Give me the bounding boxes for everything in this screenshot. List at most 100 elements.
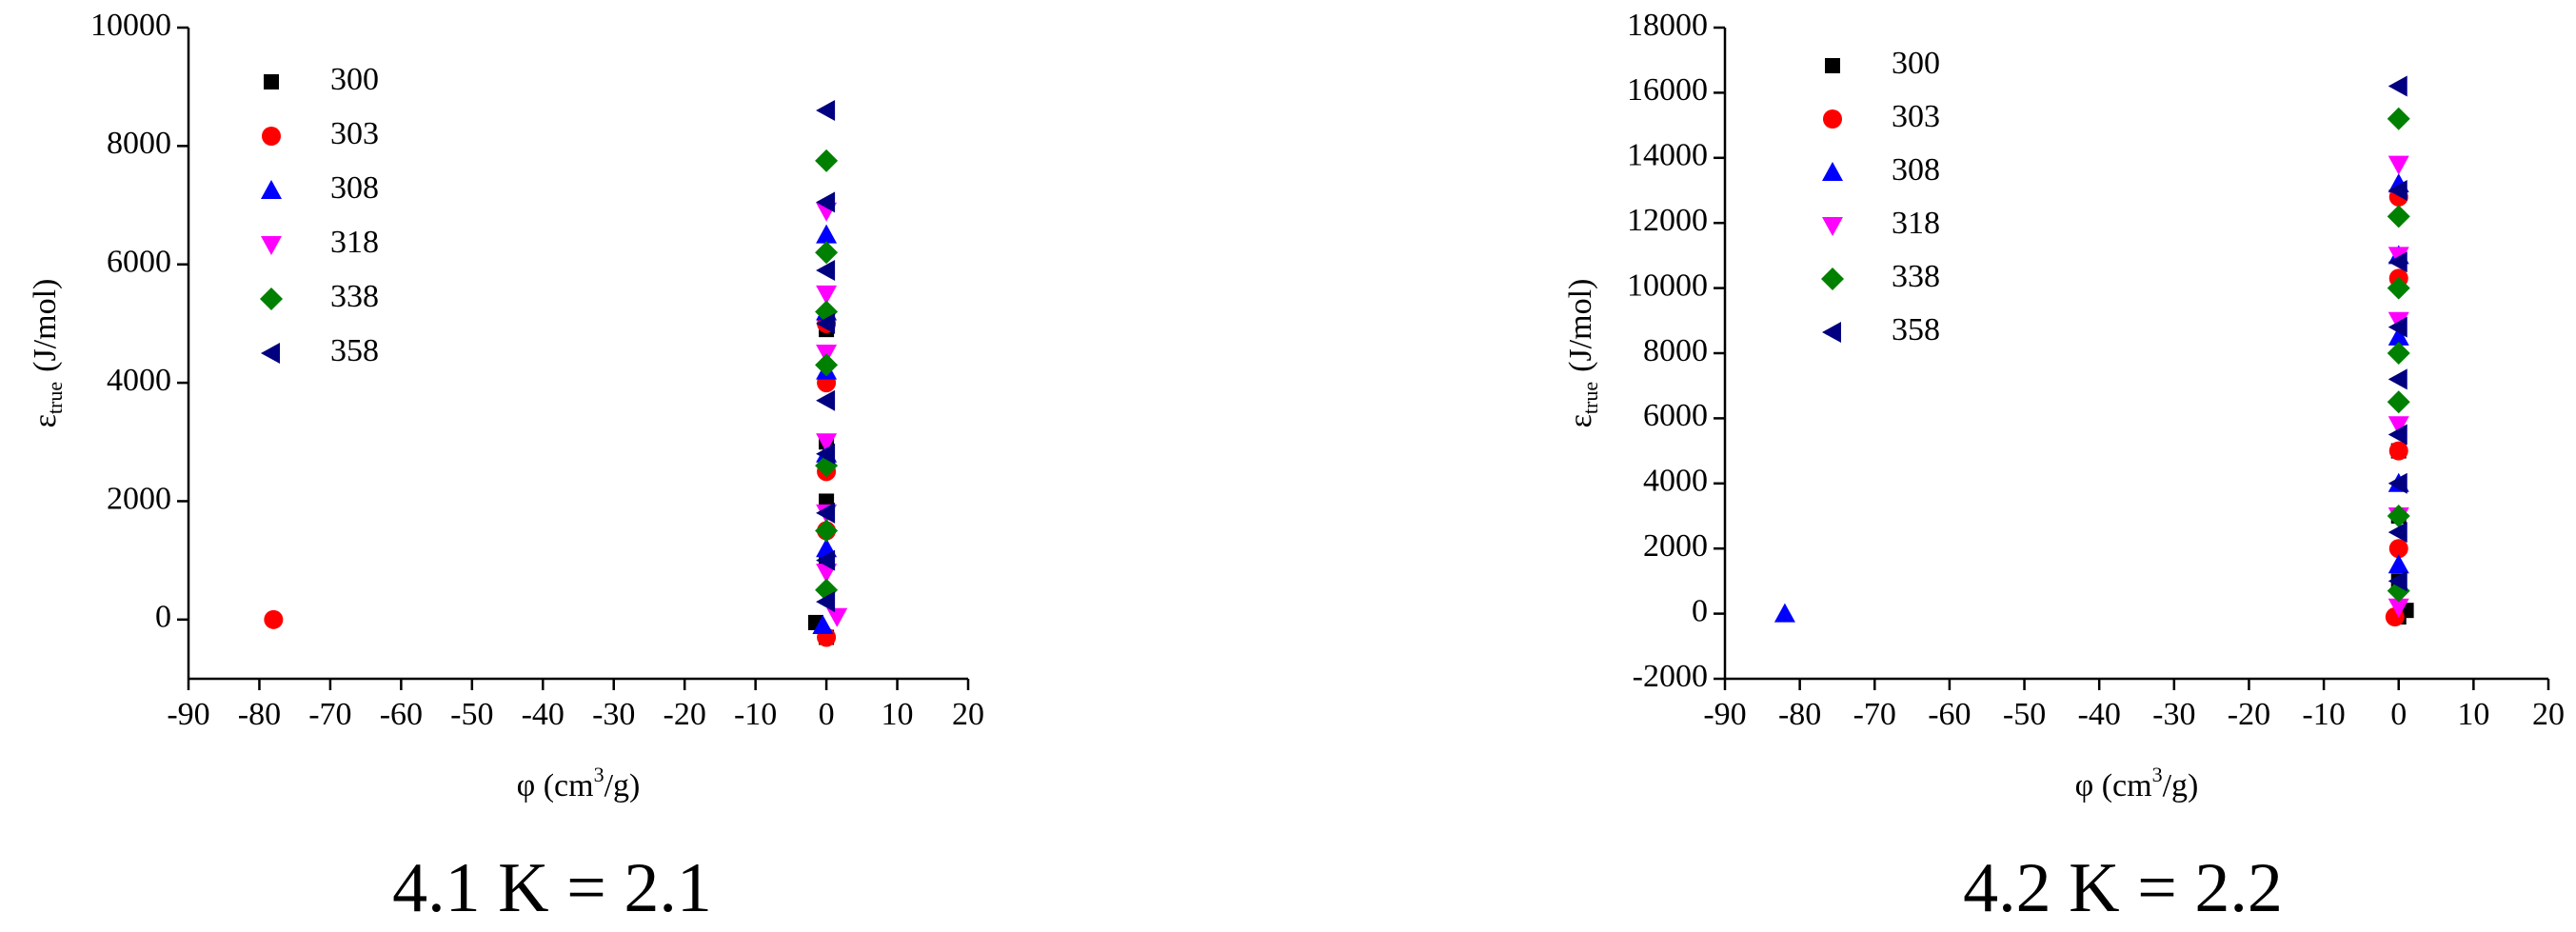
y-tick-label: 16000 — [1627, 72, 1708, 108]
marker — [2387, 205, 2410, 228]
y-label-sub: true — [1578, 382, 1602, 414]
x-label-end: /g) — [604, 768, 641, 803]
marker — [2388, 316, 2408, 338]
marker — [2388, 539, 2408, 559]
marker — [2388, 416, 2409, 436]
marker — [2388, 522, 2408, 544]
y-label-main: ε — [28, 414, 63, 427]
marker — [815, 149, 839, 172]
caption: 4.2 K = 2.2 — [1963, 849, 2283, 927]
marker — [2388, 326, 2409, 346]
marker — [815, 353, 839, 377]
marker — [816, 224, 838, 244]
x-tick-label: -50 — [2003, 697, 2046, 732]
x-tick-label: 20 — [2532, 697, 2565, 732]
y-tick-label: 2000 — [107, 481, 171, 516]
marker — [264, 609, 284, 629]
marker — [816, 443, 836, 465]
legend-label: 338 — [1892, 259, 1940, 294]
caption: 4.1 K = 2.1 — [392, 849, 712, 927]
marker — [816, 191, 836, 213]
x-tick-label: -20 — [664, 697, 706, 732]
marker — [815, 241, 839, 265]
y-tick-label: 2000 — [1643, 528, 1708, 564]
legend-label: 338 — [330, 279, 379, 314]
y-tick-label: 4000 — [1643, 464, 1708, 499]
marker — [816, 100, 836, 122]
legend-marker — [264, 74, 279, 89]
chart: -90 -80 -70 -60 -50 -40 -30 -20 -10 0 10 20 -2000 0 20… — [1563, 8, 2565, 927]
marker — [2388, 441, 2408, 461]
legend-marker — [262, 127, 281, 146]
marker — [816, 389, 836, 411]
marker — [2387, 505, 2410, 527]
x-tick-label: -90 — [167, 697, 209, 732]
x-label-main: φ (cm — [517, 768, 594, 803]
legend-label: 300 — [1892, 46, 1940, 81]
legend-marker — [1822, 162, 1843, 181]
legend-label: 300 — [330, 62, 379, 97]
x-tick-label: -70 — [308, 697, 351, 732]
x-tick-label: -30 — [2152, 697, 2195, 732]
marker — [2388, 424, 2408, 446]
y-label-end: (J/mol) — [28, 279, 63, 372]
x-tick-label: -90 — [1703, 697, 1746, 732]
marker — [2388, 570, 2408, 592]
y-label-main: ε — [1563, 414, 1598, 427]
marker — [2388, 554, 2409, 574]
y-label-sub: true — [43, 382, 67, 414]
y-tick-label: 18000 — [1627, 8, 1708, 43]
y-tick-label: 6000 — [107, 245, 171, 280]
marker — [816, 591, 836, 613]
x-tick-label: -40 — [2078, 697, 2121, 732]
marker — [816, 259, 836, 281]
marker — [2388, 251, 2408, 273]
marker — [816, 549, 836, 571]
marker — [2388, 368, 2408, 390]
y-tick-label: 12000 — [1627, 203, 1708, 238]
x-label-sup: 3 — [2152, 763, 2163, 786]
x-tick-label: -70 — [1853, 697, 1896, 732]
y-tick-label: 8000 — [107, 126, 171, 161]
x-tick-label: -10 — [2302, 697, 2345, 732]
legend-label: 358 — [1892, 312, 1940, 347]
legend-marker — [261, 236, 282, 255]
chart: -90 -80 -70 -60 -50 -40 -30 -20 -10 0 10 20 0 2000 400… — [28, 8, 984, 927]
legend-marker — [1822, 217, 1843, 236]
legend-marker — [261, 343, 280, 364]
legend-label: 303 — [1892, 99, 1940, 134]
x-tick-label: 0 — [2390, 697, 2407, 732]
x-axis-label: φ (cm3/g) — [517, 763, 641, 803]
marker — [816, 502, 836, 524]
legend-marker — [260, 288, 283, 310]
x-tick-label: -50 — [450, 697, 493, 732]
legend-marker — [261, 180, 282, 199]
marker — [812, 615, 834, 635]
x-tick-label: 20 — [952, 697, 984, 732]
marker — [816, 433, 838, 453]
marker — [2387, 107, 2410, 130]
y-axis-label: εtrue (J/mol) — [28, 279, 67, 428]
x-label-main: φ (cm — [2075, 768, 2152, 803]
y-tick-label: 8000 — [1643, 333, 1708, 368]
x-tick-label: -20 — [2228, 697, 2270, 732]
legend-marker — [1823, 109, 1842, 129]
y-tick-label: 4000 — [107, 363, 171, 398]
x-tick-label: 10 — [882, 697, 914, 732]
legend-label: 358 — [330, 333, 379, 368]
marker — [816, 312, 836, 334]
marker — [2388, 75, 2408, 97]
y-tick-label: 0 — [1692, 593, 1708, 628]
x-tick-label: -30 — [592, 697, 635, 732]
marker — [2388, 472, 2408, 494]
x-tick-label: -40 — [522, 697, 565, 732]
legend-label: 318 — [330, 225, 379, 260]
y-tick-label: 0 — [155, 600, 171, 635]
legend-label: 308 — [330, 170, 379, 206]
marker — [2387, 276, 2410, 300]
marker — [2387, 342, 2410, 365]
y-axis-label: εtrue (J/mol) — [1563, 279, 1602, 428]
y-tick-label: 6000 — [1643, 398, 1708, 433]
x-tick-label: 0 — [819, 697, 835, 732]
